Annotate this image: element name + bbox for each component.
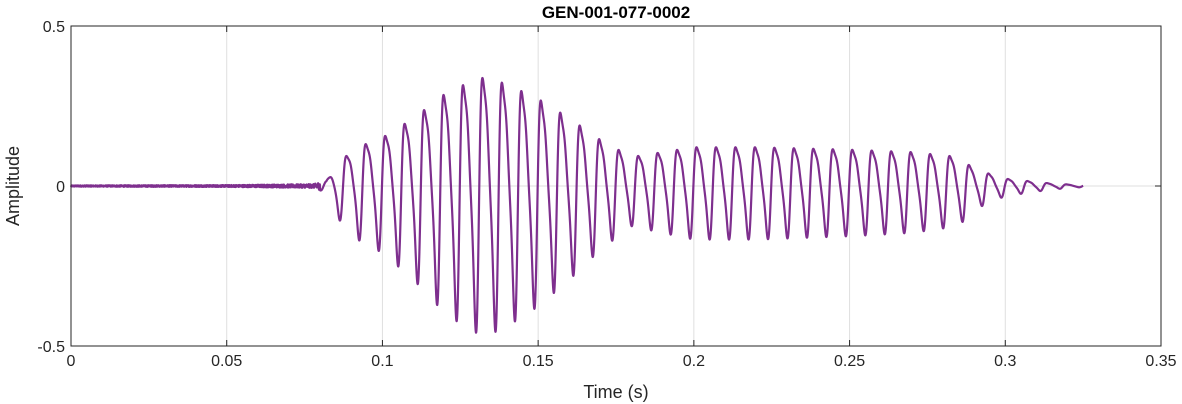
x-tick-label: 0.2 [683, 353, 705, 370]
x-tick-label: 0.35 [1145, 353, 1176, 370]
chart-title: GEN-001-077-0002 [542, 3, 690, 22]
y-axis-label: Amplitude [3, 146, 23, 226]
waveform-series-line [69, 76, 1085, 334]
x-axis-label: Time (s) [583, 382, 648, 402]
x-tick-label: 0.25 [834, 353, 865, 370]
y-tick-label: -0.5 [37, 339, 65, 356]
y-tick-label: 0.5 [43, 19, 65, 36]
x-tick-label: 0.3 [994, 353, 1016, 370]
x-axis-ticks: 0 0.05 0.1 0.15 0.2 0.25 0.3 0.35 [67, 26, 1177, 370]
x-tick-label: 0.15 [523, 353, 554, 370]
x-tick-label: 0.1 [371, 353, 393, 370]
x-tick-label: 0 [67, 353, 76, 370]
x-tick-label: 0.05 [211, 353, 242, 370]
plot-frame [70, 25, 1162, 347]
y-tick-label: 0 [56, 179, 65, 196]
